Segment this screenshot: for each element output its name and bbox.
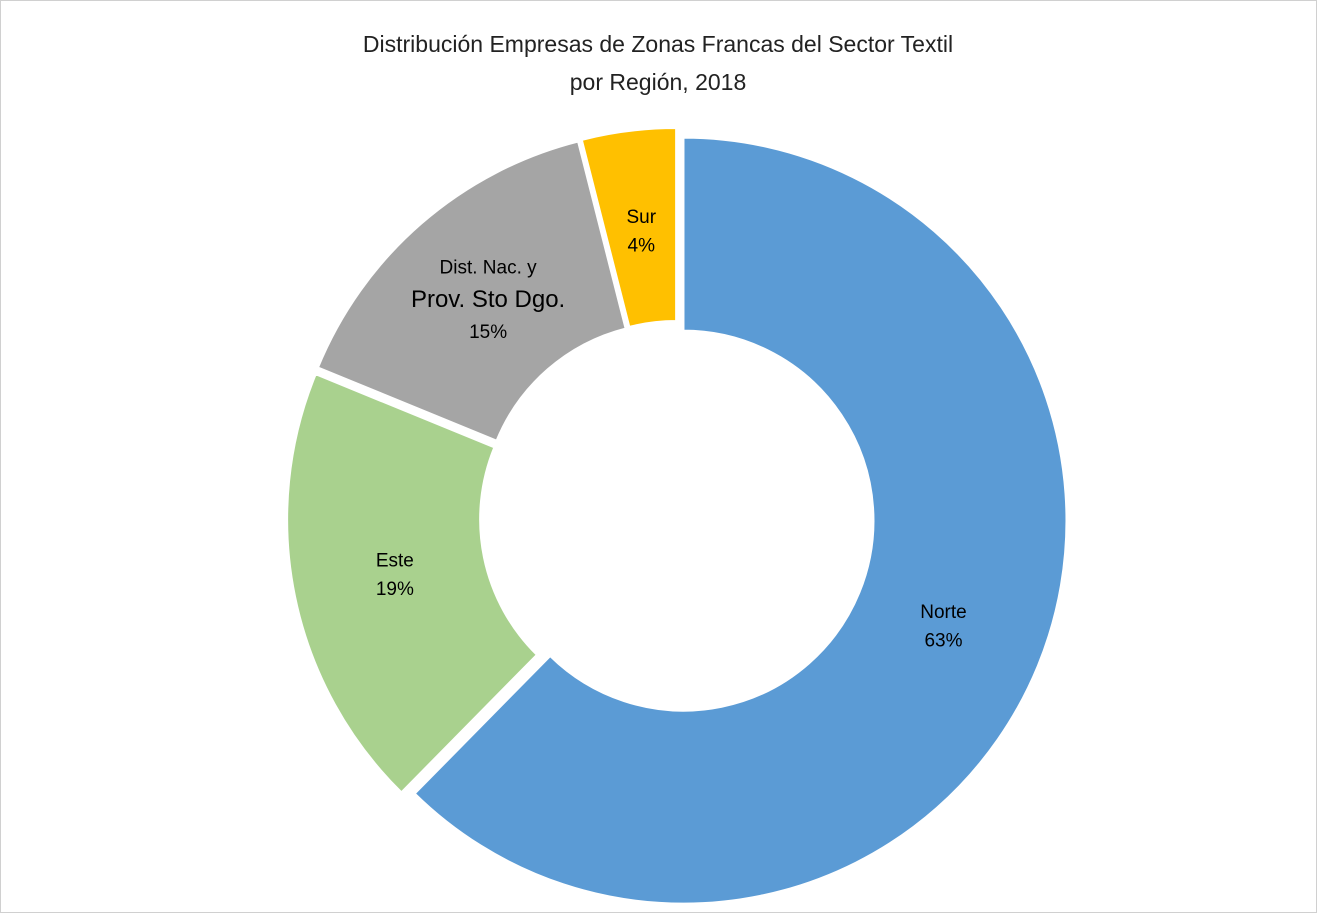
slice-label: Sur bbox=[626, 207, 656, 228]
slice-label: Este bbox=[376, 551, 414, 572]
donut-slice bbox=[413, 136, 1068, 905]
value-label: 4% bbox=[628, 235, 656, 256]
donut-slice bbox=[580, 127, 678, 329]
value-label: 63% bbox=[924, 630, 962, 651]
slice-label: Prov. Sto Dgo. bbox=[411, 286, 565, 313]
value-label: 15% bbox=[469, 322, 507, 343]
chart-title: Distribución Empresas de Zonas Francas d… bbox=[363, 31, 953, 57]
donut-slice bbox=[286, 372, 539, 794]
value-label: 19% bbox=[376, 579, 414, 600]
chart-title: por Región, 2018 bbox=[570, 69, 746, 95]
slice-label: Dist. Nac. y bbox=[440, 257, 538, 278]
donut-slice bbox=[316, 140, 627, 442]
slice-label: Norte bbox=[920, 602, 966, 623]
